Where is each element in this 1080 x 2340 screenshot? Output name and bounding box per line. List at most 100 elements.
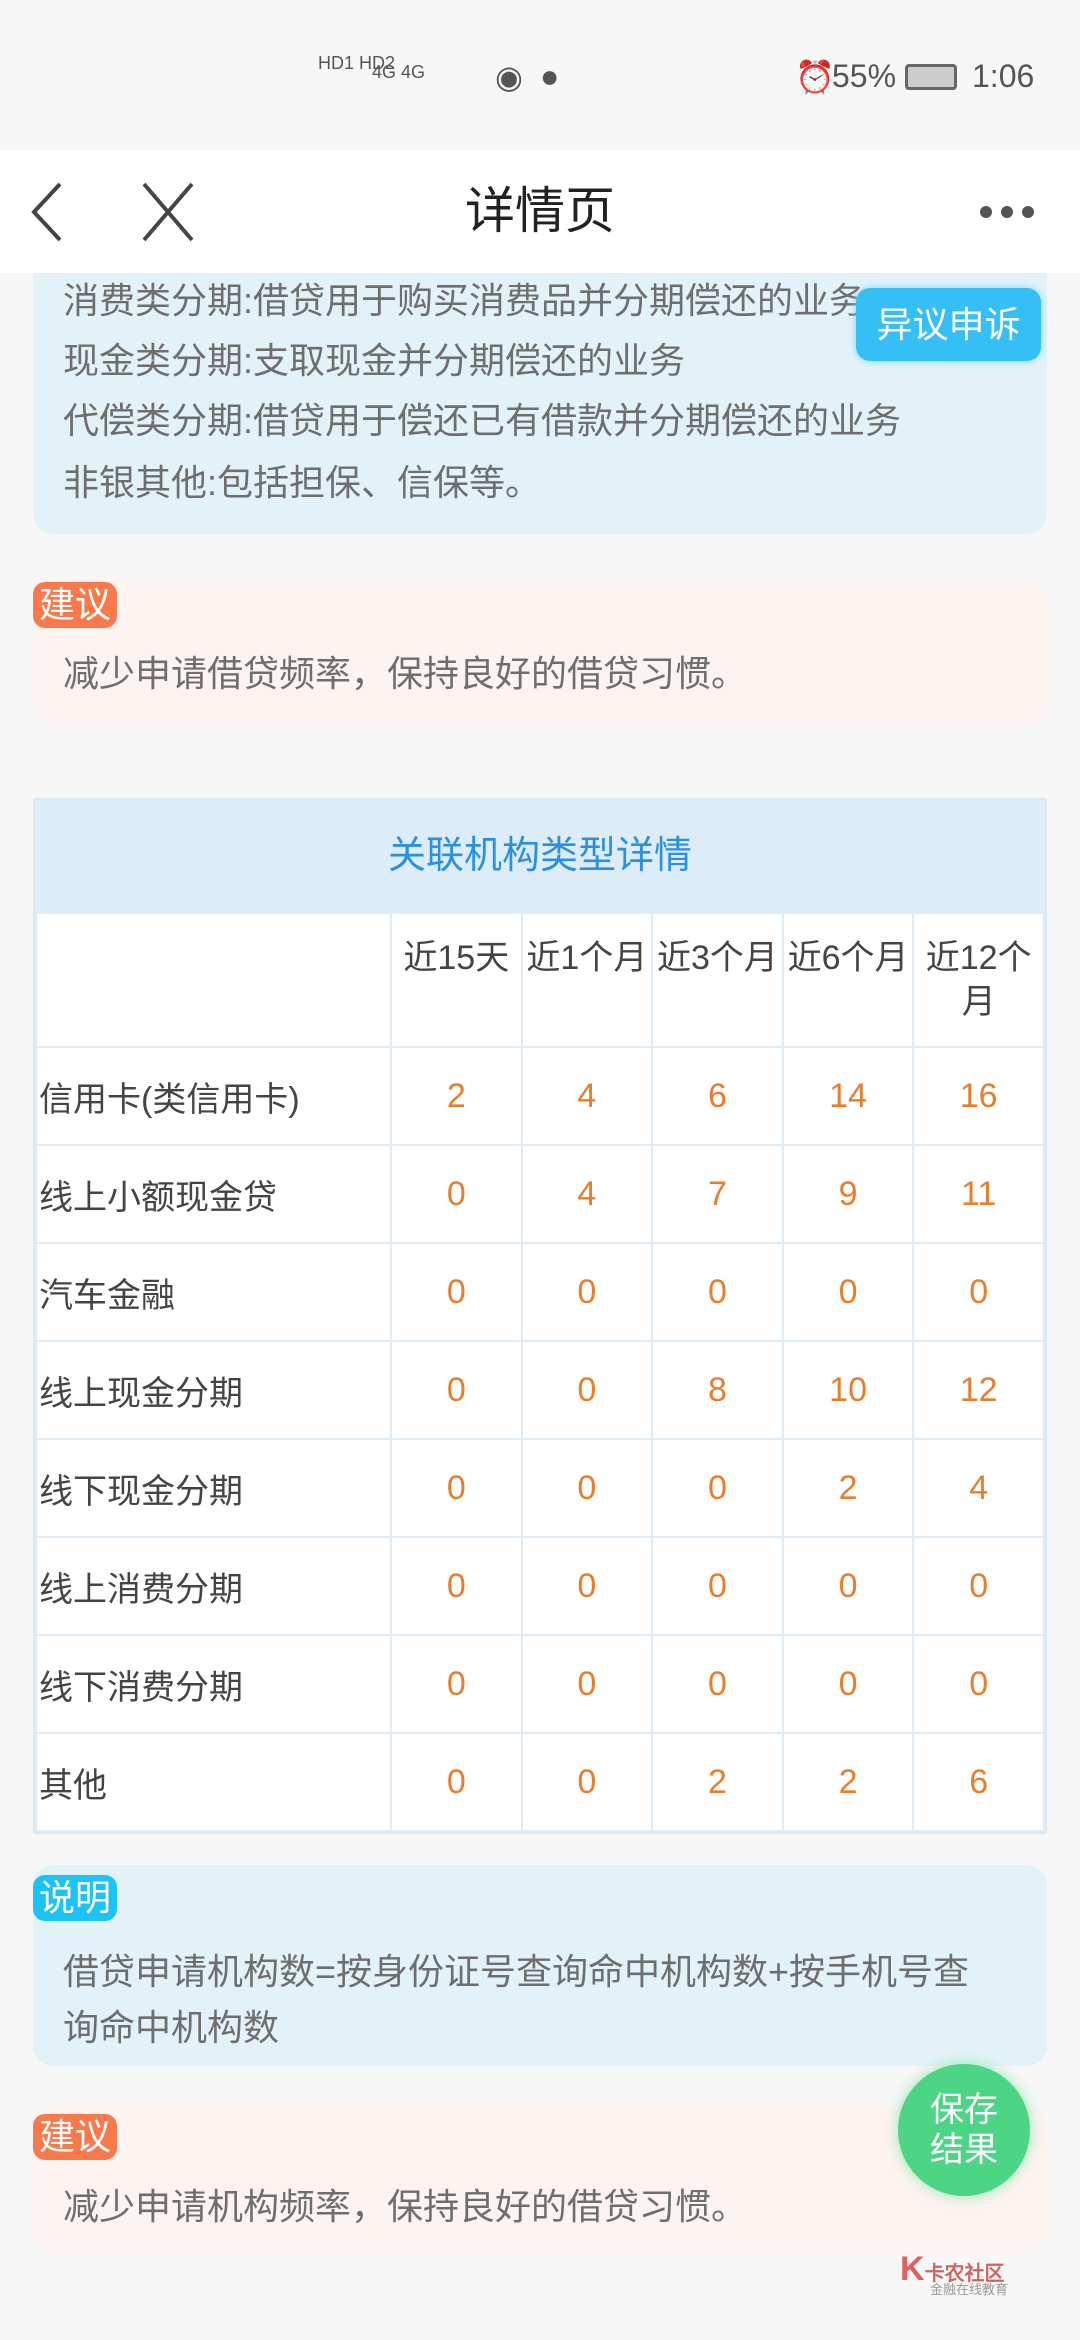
count-cell: 0 bbox=[781, 1242, 915, 1342]
appeal-button[interactable]: 异议申诉 bbox=[856, 288, 1041, 361]
definition-line: 消费类分期:借贷用于购买消费品并分期偿还的业务 bbox=[63, 280, 866, 321]
count-cell: 0 bbox=[651, 1536, 784, 1636]
count-cell: 12 bbox=[912, 1340, 1045, 1440]
count-cell: 0 bbox=[912, 1242, 1045, 1342]
count-cell: 0 bbox=[390, 1438, 523, 1538]
count-cell: 0 bbox=[912, 1634, 1045, 1734]
count-cell: 0 bbox=[390, 1340, 523, 1440]
count-cell: 4 bbox=[520, 1144, 654, 1244]
count-cell: 0 bbox=[912, 1536, 1045, 1636]
save-label-line1: 保存 bbox=[930, 2091, 998, 2129]
advice-text: 减少申请机构频率，保持良好的借贷习惯。 bbox=[63, 2186, 748, 2227]
count-cell: 0 bbox=[520, 1340, 654, 1440]
save-result-button[interactable]: 保存 结果 bbox=[898, 2064, 1030, 2196]
row-label: 线下现金分期 bbox=[35, 1438, 392, 1538]
advice-text: 减少申请借贷频率，保持良好的借贷习惯。 bbox=[63, 653, 748, 694]
count-cell: 0 bbox=[390, 1634, 523, 1734]
nav-header: 详情页 bbox=[0, 150, 1080, 273]
definition-line: 非银其他:包括担保、信保等。 bbox=[63, 462, 542, 503]
count-cell: 11 bbox=[912, 1144, 1045, 1244]
column-header: 近1个月 bbox=[520, 912, 654, 1048]
institution-type-table: 关联机构类型详情 近15天 近1个月 近3个月 近6个月 近12个月 信用卡(类信用卡) 2… bbox=[33, 798, 1047, 1834]
count-cell: 2 bbox=[390, 1046, 523, 1146]
table-row: 线下现金分期 0 0 0 2 4 bbox=[35, 1438, 1045, 1538]
signal-icon: 4G 4G bbox=[372, 62, 426, 82]
table-title: 关联机构类型详情 bbox=[35, 800, 1045, 912]
count-cell: 0 bbox=[520, 1438, 654, 1538]
count-cell: 8 bbox=[651, 1340, 784, 1440]
count-cell: 0 bbox=[781, 1634, 915, 1734]
table-row: 线下消费分期 0 0 0 0 0 bbox=[35, 1634, 1045, 1734]
count-cell: 10 bbox=[781, 1340, 915, 1440]
count-cell: 0 bbox=[781, 1536, 915, 1636]
table-row: 线上消费分期 0 0 0 0 0 bbox=[35, 1536, 1045, 1636]
watermark-name: 卡农社区 bbox=[924, 2263, 1005, 2285]
table-row: 线上现金分期 0 0 8 10 12 bbox=[35, 1340, 1045, 1440]
status-bar: HD1 HD2 4G 4G ◉ ● ⏰ 55% 1:06 bbox=[0, 0, 1080, 150]
count-cell: 4 bbox=[912, 1438, 1045, 1538]
advice-card-2: 建议 减少申请机构频率，保持良好的借贷习惯。 bbox=[33, 2106, 1047, 2253]
definition-line: 代偿类分期:借贷用于偿还已有借款并分期偿还的业务 bbox=[63, 400, 902, 441]
note-line: 询命中机构数 bbox=[63, 2007, 280, 2048]
header-cell-empty bbox=[35, 912, 392, 1048]
advice-card: 建议 减少申请借贷频率，保持良好的借贷习惯。 bbox=[33, 579, 1047, 723]
count-cell: 2 bbox=[781, 1732, 915, 1832]
count-cell: 0 bbox=[520, 1242, 654, 1342]
sim-indicator: HD1 HD2 bbox=[318, 53, 396, 73]
count-cell: 0 bbox=[651, 1242, 784, 1342]
table-row: 信用卡(类信用卡) 2 4 6 14 16 bbox=[35, 1046, 1045, 1146]
chevron-left-icon[interactable] bbox=[28, 180, 68, 244]
advice-badge: 建议 bbox=[33, 582, 118, 628]
watermark-tagline: 金融在线教育 bbox=[930, 2282, 1009, 2297]
watermark-logo: K卡农社区 金融在线教育 bbox=[900, 2250, 1009, 2297]
note-badge: 说明 bbox=[33, 1875, 118, 1921]
row-label: 线上消费分期 bbox=[35, 1536, 392, 1636]
count-cell: 0 bbox=[520, 1536, 654, 1636]
count-cell: 7 bbox=[651, 1144, 784, 1244]
battery-icon bbox=[905, 64, 957, 90]
column-header: 近3个月 bbox=[651, 912, 784, 1048]
wifi-icon: ◉ bbox=[495, 59, 523, 95]
column-header: 近6个月 bbox=[781, 912, 915, 1048]
row-label: 信用卡(类信用卡) bbox=[35, 1046, 392, 1146]
count-cell: 6 bbox=[912, 1732, 1045, 1832]
table-header-row: 近15天 近1个月 近3个月 近6个月 近12个月 bbox=[35, 912, 1045, 1048]
count-cell: 0 bbox=[520, 1634, 654, 1734]
count-cell: 0 bbox=[520, 1732, 654, 1832]
column-header: 近15天 bbox=[390, 912, 523, 1048]
count-cell: 0 bbox=[390, 1732, 523, 1832]
advice-badge: 建议 bbox=[33, 2114, 118, 2160]
wechat-icon: ● bbox=[540, 58, 560, 94]
note-line: 借贷申请机构数=按身份证号查询命中机构数+按手机号查 bbox=[63, 1951, 970, 1992]
count-cell: 0 bbox=[651, 1634, 784, 1734]
row-label: 汽车金融 bbox=[35, 1242, 392, 1342]
clock: 1:06 bbox=[972, 58, 1035, 94]
count-cell: 14 bbox=[781, 1046, 915, 1146]
row-label: 线上现金分期 bbox=[35, 1340, 392, 1440]
count-cell: 0 bbox=[390, 1242, 523, 1342]
count-cell: 6 bbox=[651, 1046, 784, 1146]
count-cell: 0 bbox=[390, 1144, 523, 1244]
count-cell: 0 bbox=[651, 1438, 784, 1538]
row-label: 其他 bbox=[35, 1732, 392, 1832]
count-cell: 2 bbox=[781, 1438, 915, 1538]
note-card: 说明 借贷申请机构数=按身份证号查询命中机构数+按手机号查 询命中机构数 bbox=[33, 1865, 1047, 2066]
battery-percent: 55% bbox=[832, 58, 897, 94]
count-cell: 4 bbox=[520, 1046, 654, 1146]
row-label: 线下消费分期 bbox=[35, 1634, 392, 1734]
count-cell: 0 bbox=[390, 1536, 523, 1636]
installment-definitions-card: 消费类分期:借贷用于购买消费品并分期偿还的业务 现金类分期:支取现金并分期偿还的… bbox=[33, 230, 1047, 534]
page-title: 详情页 bbox=[465, 183, 615, 239]
count-cell: 9 bbox=[781, 1144, 915, 1244]
close-icon[interactable] bbox=[140, 180, 196, 244]
more-icon[interactable] bbox=[980, 202, 1034, 222]
count-cell: 2 bbox=[651, 1732, 784, 1832]
save-label-line2: 结果 bbox=[930, 2131, 998, 2169]
table-row: 汽车金融 0 0 0 0 0 bbox=[35, 1242, 1045, 1342]
row-label: 线上小额现金贷 bbox=[35, 1144, 392, 1244]
table-row: 其他 0 0 2 2 6 bbox=[35, 1732, 1045, 1832]
column-header: 近12个月 bbox=[912, 912, 1045, 1048]
count-cell: 16 bbox=[912, 1046, 1045, 1146]
definition-line: 现金类分期:支取现金并分期偿还的业务 bbox=[63, 340, 686, 381]
alarm-icon: ⏰ bbox=[795, 59, 835, 95]
